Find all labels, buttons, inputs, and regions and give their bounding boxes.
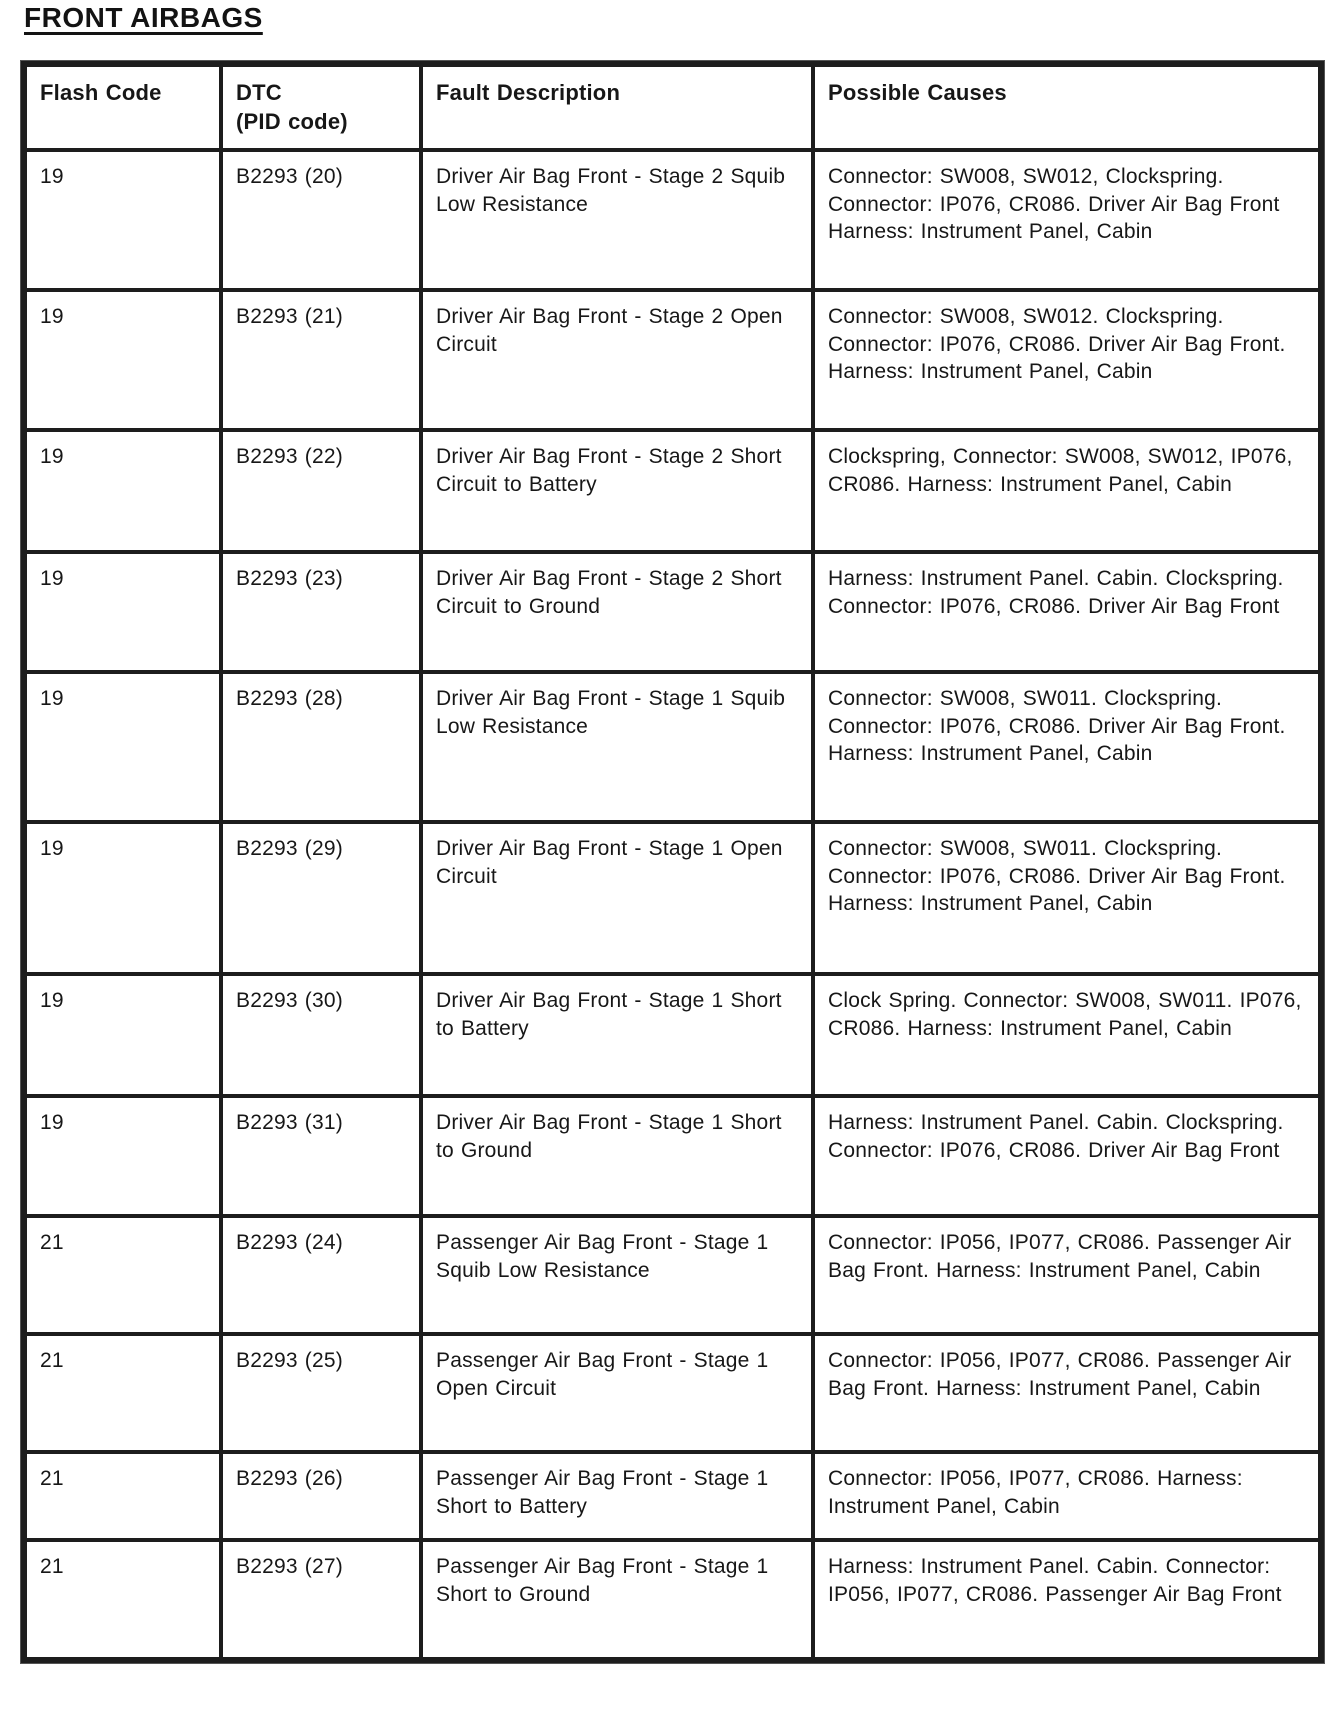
fault-description-cell: Passenger Air Bag Front - Stage 1 Open C… (419, 1332, 815, 1454)
fault-description-cell: Passenger Air Bag Front - Stage 1 Short … (419, 1538, 815, 1662)
possible-causes-cell: Harness: Instrument Panel. Cabin. Clocks… (811, 550, 1323, 674)
page-title: FRONT AIRBAGS (24, 2, 263, 33)
dtc-cell: B2293 (25) (219, 1332, 423, 1454)
table-row: 19 B2293 (28) Driver Air Bag Front - Sta… (22, 670, 1323, 824)
dtc-cell: B2293 (21) (219, 288, 423, 432)
dtc-cell: B2293 (29) (219, 820, 423, 976)
dtc-cell: B2293 (30) (219, 972, 423, 1098)
dtc-cell: B2293 (22) (219, 428, 423, 554)
flash-code-cell: 19 (22, 1094, 223, 1218)
dtc-cell: B2293 (26) (219, 1450, 423, 1542)
possible-causes-cell: Connector: IP056, IP077, CR086. Harness:… (811, 1450, 1323, 1542)
flash-code-cell: 19 (22, 428, 223, 554)
fault-description-cell: Driver Air Bag Front - Stage 2 Short Cir… (419, 428, 815, 554)
column-header-flash-code: Flash Code (22, 62, 223, 152)
column-header-dtc-pid-code: DTC (PID code) (219, 62, 423, 152)
possible-causes-cell: Harness: Instrument Panel. Cabin. Clocks… (811, 1094, 1323, 1218)
possible-causes-cell: Clock Spring. Connector: SW008, SW011. I… (811, 972, 1323, 1098)
fault-description-cell: Driver Air Bag Front - Stage 1 Squib Low… (419, 670, 815, 824)
possible-causes-cell: Harness: Instrument Panel. Cabin. Connec… (811, 1538, 1323, 1662)
flash-code-cell: 21 (22, 1538, 223, 1662)
flash-code-cell: 19 (22, 972, 223, 1098)
dtc-cell: B2293 (23) (219, 550, 423, 674)
table-row: 21 B2293 (27) Passenger Air Bag Front - … (22, 1538, 1323, 1662)
table-row: 21 B2293 (24) Passenger Air Bag Front - … (22, 1214, 1323, 1336)
possible-causes-cell: Connector: SW008, SW012, Clockspring. Co… (811, 148, 1323, 292)
table-header-row: Flash Code DTC (PID code) Fault Descript… (22, 62, 1323, 152)
flash-code-cell: 21 (22, 1214, 223, 1336)
fault-description-cell: Passenger Air Bag Front - Stage 1 Squib … (419, 1214, 815, 1336)
column-header-possible-causes: Possible Causes (811, 62, 1323, 152)
fault-description-cell: Driver Air Bag Front - Stage 1 Short to … (419, 1094, 815, 1218)
possible-causes-cell: Connector: IP056, IP077, CR086. Passenge… (811, 1332, 1323, 1454)
fault-description-cell: Driver Air Bag Front - Stage 2 Squib Low… (419, 148, 815, 292)
table-row: 19 B2293 (31) Driver Air Bag Front - Sta… (22, 1094, 1323, 1218)
dtc-cell: B2293 (28) (219, 670, 423, 824)
flash-code-cell: 21 (22, 1450, 223, 1542)
column-header-fault-description: Fault Description (419, 62, 815, 152)
table-row: 19 B2293 (22) Driver Air Bag Front - Sta… (22, 428, 1323, 554)
flash-code-cell: 19 (22, 148, 223, 292)
possible-causes-cell: Connector: SW008, SW011. Clockspring. Co… (811, 670, 1323, 824)
fault-description-cell: Driver Air Bag Front - Stage 2 Open Circ… (419, 288, 815, 432)
possible-causes-cell: Connector: SW008, SW012. Clockspring. Co… (811, 288, 1323, 432)
dtc-cell: B2293 (31) (219, 1094, 423, 1218)
table-row: 21 B2293 (26) Passenger Air Bag Front - … (22, 1450, 1323, 1542)
flash-code-cell: 19 (22, 820, 223, 976)
fault-description-cell: Passenger Air Bag Front - Stage 1 Short … (419, 1450, 815, 1542)
table-row: 19 B2293 (20) Driver Air Bag Front - Sta… (22, 148, 1323, 292)
table-row: 19 B2293 (21) Driver Air Bag Front - Sta… (22, 288, 1323, 432)
fault-description-cell: Driver Air Bag Front - Stage 1 Open Circ… (419, 820, 815, 976)
table-row: 19 B2293 (23) Driver Air Bag Front - Sta… (22, 550, 1323, 674)
fault-description-cell: Driver Air Bag Front - Stage 1 Short to … (419, 972, 815, 1098)
dtc-cell: B2293 (27) (219, 1538, 423, 1662)
dtc-cell: B2293 (20) (219, 148, 423, 292)
possible-causes-cell: Clockspring, Connector: SW008, SW012, IP… (811, 428, 1323, 554)
table-row: 21 B2293 (25) Passenger Air Bag Front - … (22, 1332, 1323, 1454)
possible-causes-cell: Connector: IP056, IP077, CR086. Passenge… (811, 1214, 1323, 1336)
table-row: 19 B2293 (30) Driver Air Bag Front - Sta… (22, 972, 1323, 1098)
front-airbags-fault-table: Flash Code DTC (PID code) Fault Descript… (21, 61, 1324, 1663)
flash-code-cell: 21 (22, 1332, 223, 1454)
table-row: 19 B2293 (29) Driver Air Bag Front - Sta… (22, 820, 1323, 976)
dtc-cell: B2293 (24) (219, 1214, 423, 1336)
possible-causes-cell: Connector: SW008, SW011. Clockspring. Co… (811, 820, 1323, 976)
flash-code-cell: 19 (22, 288, 223, 432)
fault-description-cell: Driver Air Bag Front - Stage 2 Short Cir… (419, 550, 815, 674)
flash-code-cell: 19 (22, 670, 223, 824)
flash-code-cell: 19 (22, 550, 223, 674)
